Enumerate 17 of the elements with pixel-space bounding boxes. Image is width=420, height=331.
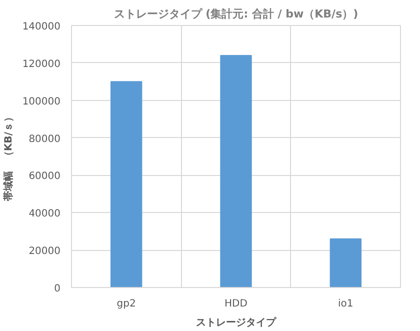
bar [330,238,362,288]
y-tick-label: 80000 [28,134,60,145]
y-tick-label: 40000 [28,208,60,220]
bar [220,54,252,288]
x-axis-title: ストレージタイプ [196,316,277,328]
y-tick-label: 60000 [28,171,60,182]
y-tick-label: 140000 [22,22,61,32]
x-tick-label: gp2 [116,298,136,310]
y-tick-label: 100000 [22,96,61,108]
y-axis-title: 帯域幅 （KB/ｓ） [2,112,14,202]
x-tick-label: io1 [338,298,354,310]
chart-title: ストレージタイプ (集計元: 合計 / bw（KB/s）) [114,8,358,20]
y-tick-label: 0 [54,284,61,294]
y-tick-label: 120000 [22,58,61,70]
x-tick-label: HDD [224,298,248,310]
y-tick-label: 20000 [28,246,60,258]
bar [110,81,142,288]
